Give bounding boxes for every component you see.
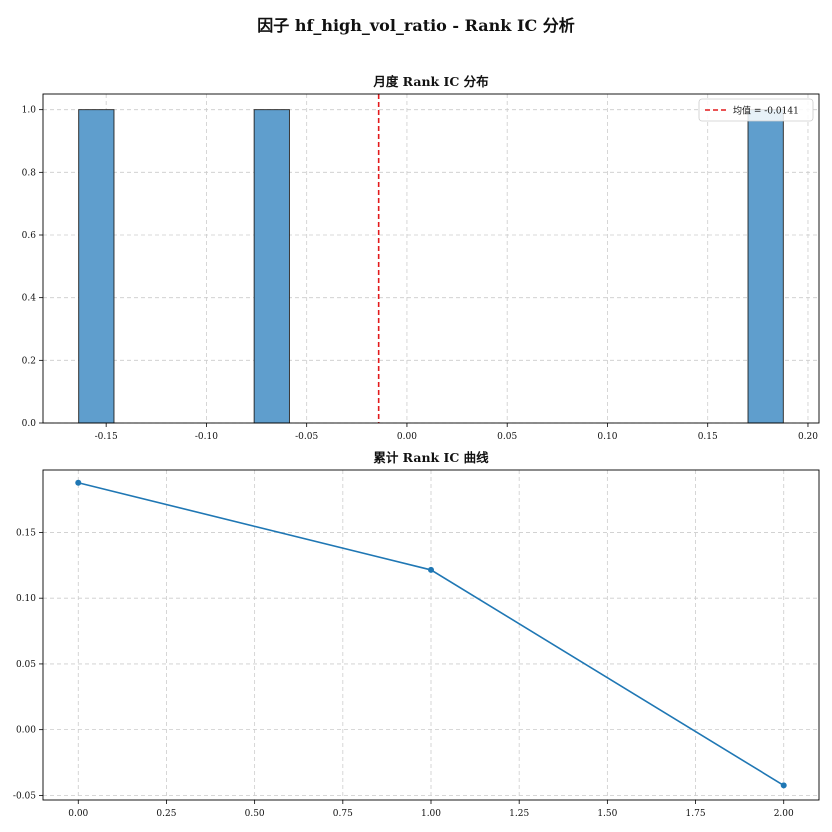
x-tick-label: 0.00 [397,432,417,442]
x-tick-label: -0.15 [95,432,118,442]
y-tick-label: 1.0 [22,106,37,116]
x-tick-label: 0.05 [497,432,517,442]
x-tick-label: 0.20 [798,432,818,442]
x-tick-label: 0.15 [698,432,718,442]
y-tick-label: 0.0 [22,419,37,429]
x-tick-label: 1.75 [686,809,706,819]
legend: 均值 = -0.0141 [698,98,814,122]
legend-mean-label: 均值 = -0.0141 [733,105,799,117]
histogram-bar [747,109,784,424]
x-tick-label: 0.00 [68,809,88,819]
histogram-bar [253,109,290,424]
x-tick-label: -0.10 [195,432,218,442]
x-tick-label: 0.25 [156,809,176,819]
y-tick-label: 0.05 [16,660,36,670]
cumulative-ic-point [428,566,434,573]
cumulative-ic-point [75,479,82,486]
y-tick-label: 0.2 [22,356,36,366]
axes-frame [42,93,820,424]
x-tick-label: 0.50 [245,809,265,819]
x-tick-label: 1.25 [509,809,529,819]
x-tick-label: -0.05 [295,432,318,442]
histogram-panel: -0.15 -0.10 -0.05 0.00 0.05 0.10 0.15 0.20 0.0 0.… [22,74,820,442]
y-tick-label: 0.4 [22,294,37,304]
y-tick-label: -0.05 [13,791,36,801]
y-tick-label: 0.00 [16,726,36,736]
figure-title: 因子 hf_high_vol_ratio - Rank IC 分析 [257,16,575,35]
x-tick-label: 0.75 [333,809,353,819]
y-tick-label: 0.6 [22,231,37,241]
y-tick-label: 0.15 [16,528,36,538]
y-tick-label: 0.10 [16,594,36,604]
cumulative-ic-panel: 0.00 0.25 0.50 0.75 1.00 1.25 1.50 1.75 2.00 -0.0… [13,450,820,819]
histogram-bar [78,109,115,424]
cumulative-ic-point [780,782,787,789]
y-tick-label: 0.8 [22,168,37,178]
x-tick-label: 1.00 [421,809,441,819]
x-tick-label: 0.10 [597,432,617,442]
x-tick-label: 2.00 [774,809,794,819]
x-tick-label: 1.50 [597,809,617,819]
legend-box [698,98,814,122]
axes-title: 累计 Rank IC 曲线 [373,450,489,465]
axes-title: 月度 Rank IC 分布 [372,74,489,89]
